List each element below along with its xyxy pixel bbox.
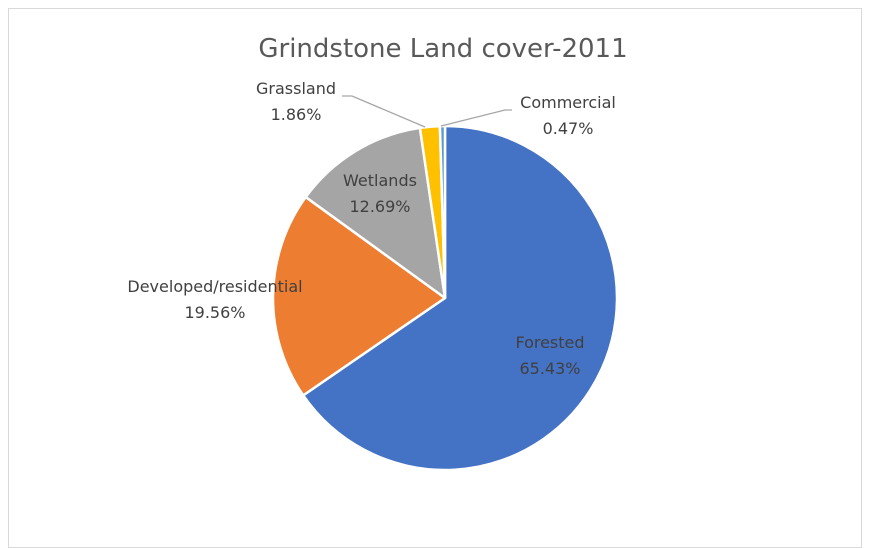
slice-label-grassland: Grassland <box>256 79 336 98</box>
slice-label-developed-residential: Developed/residential <box>127 277 302 296</box>
slice-value-commercial: 0.47% <box>543 119 594 138</box>
pie-chart: Grindstone Land cover-2011 Forested 65.43… <box>127 34 628 472</box>
slice-value-wetlands: 12.69% <box>349 197 410 216</box>
pie-slice-developed-residential <box>271 195 447 397</box>
pie-slices <box>271 124 619 472</box>
leader-line-commercial <box>440 109 512 127</box>
leader-line-grassland <box>342 95 426 128</box>
pie-slice-wetlands <box>304 126 447 300</box>
slice-label-wetlands: Wetlands <box>343 171 417 190</box>
pie-slice-forested <box>301 124 619 472</box>
slice-labels: Forested 65.43% Developed/residential 19.56… <box>127 79 615 378</box>
slice-label-forested: Forested <box>515 333 584 352</box>
slice-value-grassland: 1.86% <box>271 105 322 124</box>
chart-title: Grindstone Land cover-2011 <box>258 34 627 64</box>
slice-value-forested: 65.43% <box>519 359 580 378</box>
slice-label-commercial: Commercial <box>520 93 616 112</box>
leader-lines <box>342 95 512 128</box>
slice-value-developed-residential: 19.56% <box>184 303 245 322</box>
